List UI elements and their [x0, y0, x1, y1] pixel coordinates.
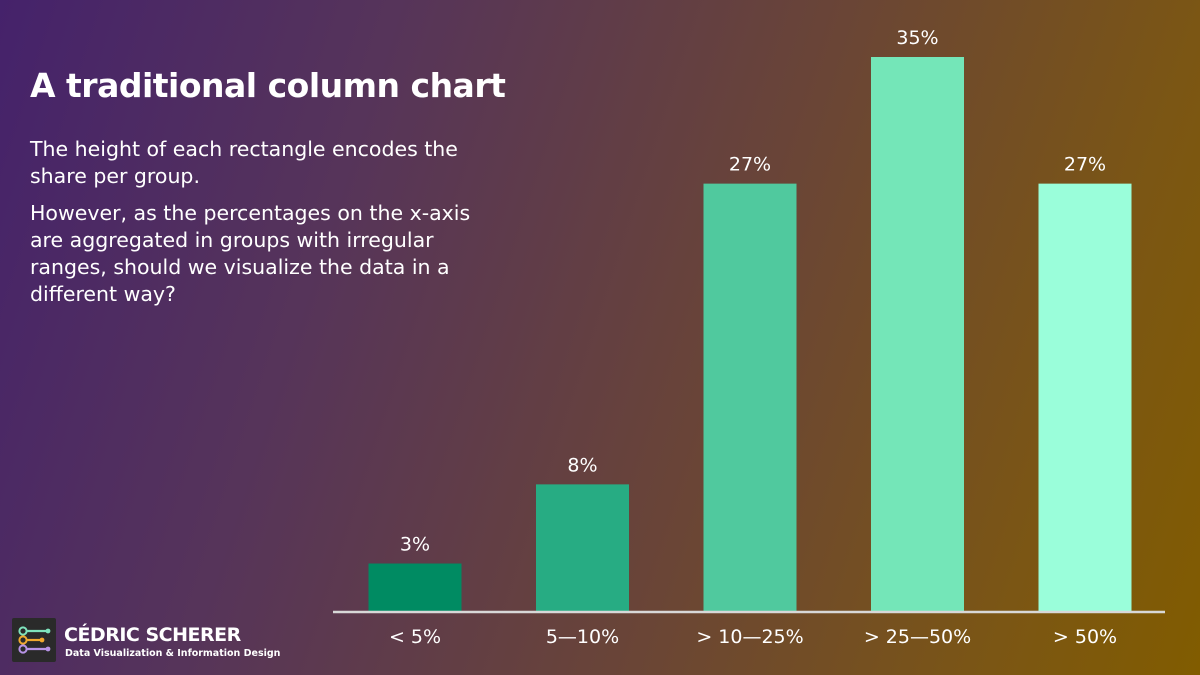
bar-2 [536, 484, 629, 611]
data-label-4: 35% [896, 27, 938, 49]
x-tick-label-2: 5—10% [546, 626, 619, 648]
brand-tagline: Data Visualization & Information Design [65, 648, 281, 659]
description-paragraph-2: However, as the percentages on the x-axi… [30, 201, 471, 306]
chart-description: The height of each rectangle encodes the… [30, 136, 500, 318]
bar-3 [703, 183, 797, 611]
brand-name: CÉDRIC SCHERER [64, 624, 241, 646]
data-label-1: 3% [400, 534, 430, 556]
x-tick-label-1: < 5% [389, 626, 441, 648]
data-label-5: 27% [1064, 154, 1106, 176]
data-label-3: 27% [729, 154, 771, 176]
circuit-nodes-icon [12, 618, 56, 662]
x-tick-label-3: > 10—25% [696, 626, 803, 648]
data-label-2: 8% [567, 454, 597, 476]
chart-title: A traditional column chart [30, 66, 506, 105]
description-paragraph-1: The height of each rectangle encodes the… [30, 137, 458, 188]
bar-5 [1038, 183, 1132, 611]
x-tick-label-4: > 25—50% [864, 626, 971, 648]
x-tick-label-5: > 50% [1053, 626, 1117, 648]
bar-1 [368, 563, 462, 611]
bar-4 [871, 57, 964, 611]
